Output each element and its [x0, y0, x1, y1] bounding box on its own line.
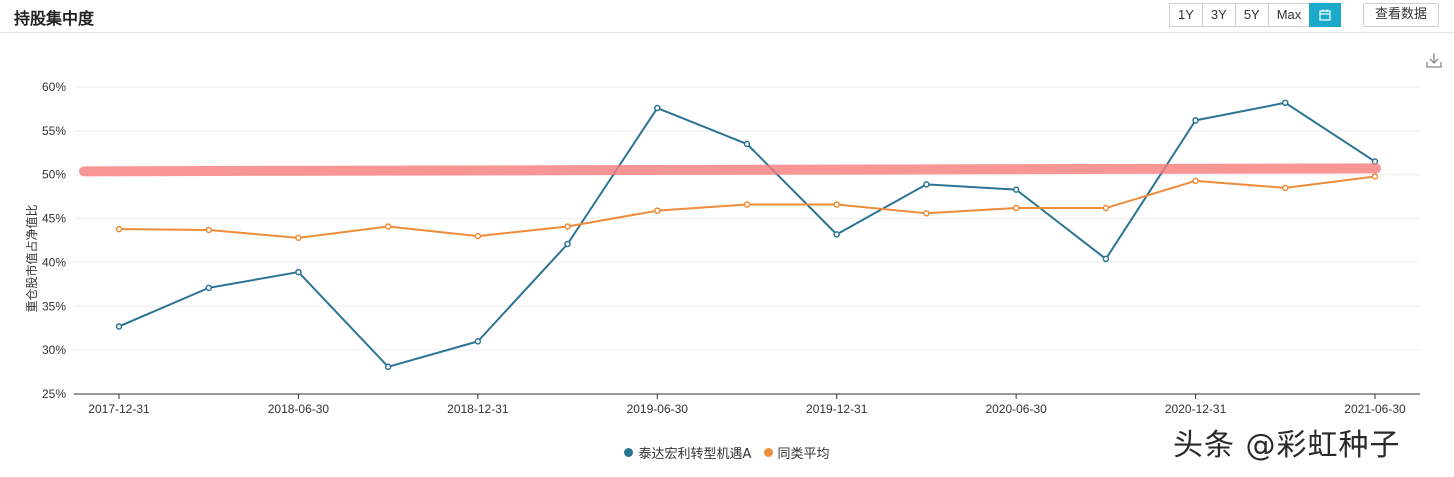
data-point-0: [1282, 99, 1289, 107]
legend-label-fund: 泰达宏利转型机遇A: [638, 447, 752, 462]
data-point-0: [833, 231, 840, 238]
data-point-1: [654, 207, 661, 214]
range-selector: 1Y 3Y 5Y Max: [1169, 3, 1342, 27]
range-3y-button[interactable]: 3Y: [1201, 3, 1236, 27]
y-tick-label: 25%: [42, 387, 66, 401]
legend-dot-peer-average: [763, 448, 773, 457]
x-tick-label: 2021-06-30: [1344, 402, 1406, 416]
annotation-highlight-line: [79, 163, 1381, 177]
data-point-1: [295, 234, 302, 242]
y-tick-label: 45%: [42, 212, 66, 226]
data-point-1: [115, 225, 123, 233]
calendar-button[interactable]: [1309, 3, 1342, 27]
chart-legend: 泰达宏利转型机遇A 同类平均: [0, 443, 1454, 462]
data-point-0: [384, 363, 392, 371]
x-tick-label: 2018-12-31: [447, 402, 509, 416]
legend-item-peer-average[interactable]: 同类平均: [763, 443, 830, 462]
data-point-1: [474, 232, 482, 240]
x-tick-label: 2020-06-30: [985, 402, 1047, 416]
y-tick-label: 50%: [42, 168, 66, 182]
data-point-0: [923, 181, 930, 188]
data-point-0: [1102, 255, 1110, 263]
range-max-button[interactable]: Max: [1267, 3, 1311, 27]
data-point-0: [1012, 186, 1020, 193]
y-tick-label: 60%: [42, 80, 66, 94]
data-point-0: [654, 104, 661, 112]
data-point-1: [743, 201, 751, 208]
y-tick-label: 55%: [42, 124, 66, 138]
data-point-0: [564, 240, 571, 248]
data-point-1: [384, 223, 392, 230]
data-point-1: [923, 210, 930, 217]
data-point-1: [564, 223, 571, 230]
watermark-text: 头条 @彩虹种子: [1173, 428, 1401, 463]
data-point-0: [743, 140, 751, 148]
x-tick-label: 2020-12-31: [1165, 402, 1227, 416]
data-point-1: [833, 201, 840, 208]
legend-label-peer-average: 同类平均: [777, 447, 830, 462]
legend-item-fund[interactable]: 泰达宏利转型机遇A: [624, 443, 751, 462]
y-tick-label: 30%: [42, 343, 66, 357]
calendar-icon: [1319, 9, 1331, 21]
data-point-1: [1282, 184, 1289, 192]
legend-dot-fund: [624, 448, 634, 457]
page-title: 持股集中度: [14, 9, 95, 28]
y-tick-label: 40%: [42, 255, 66, 269]
data-point-0: [1371, 158, 1379, 165]
x-tick-label: 2017-12-31: [88, 402, 150, 416]
download-icon[interactable]: [1425, 51, 1443, 69]
data-point-0: [474, 338, 482, 345]
data-point-1: [1102, 204, 1110, 212]
data-point-1: [1192, 177, 1199, 185]
x-tick-label: 2019-12-31: [806, 402, 868, 416]
view-data-button[interactable]: 查看数据: [1363, 3, 1440, 27]
data-point-0: [295, 268, 302, 276]
y-tick-label: 35%: [42, 299, 66, 313]
data-point-0: [1192, 117, 1199, 124]
data-point-1: [205, 226, 212, 234]
data-point-0: [205, 284, 212, 292]
chart-header: 持股集中度 1Y 3Y 5Y Max 查看数据: [0, 0, 1454, 33]
x-tick-label: 2019-06-30: [627, 402, 689, 416]
x-tick-label: 2018-06-30: [268, 402, 330, 416]
data-point-0: [115, 323, 123, 330]
data-point-1: [1371, 173, 1379, 180]
y-axis-label: 重仓股市值占净值比: [24, 204, 39, 312]
data-point-1: [1012, 204, 1020, 212]
